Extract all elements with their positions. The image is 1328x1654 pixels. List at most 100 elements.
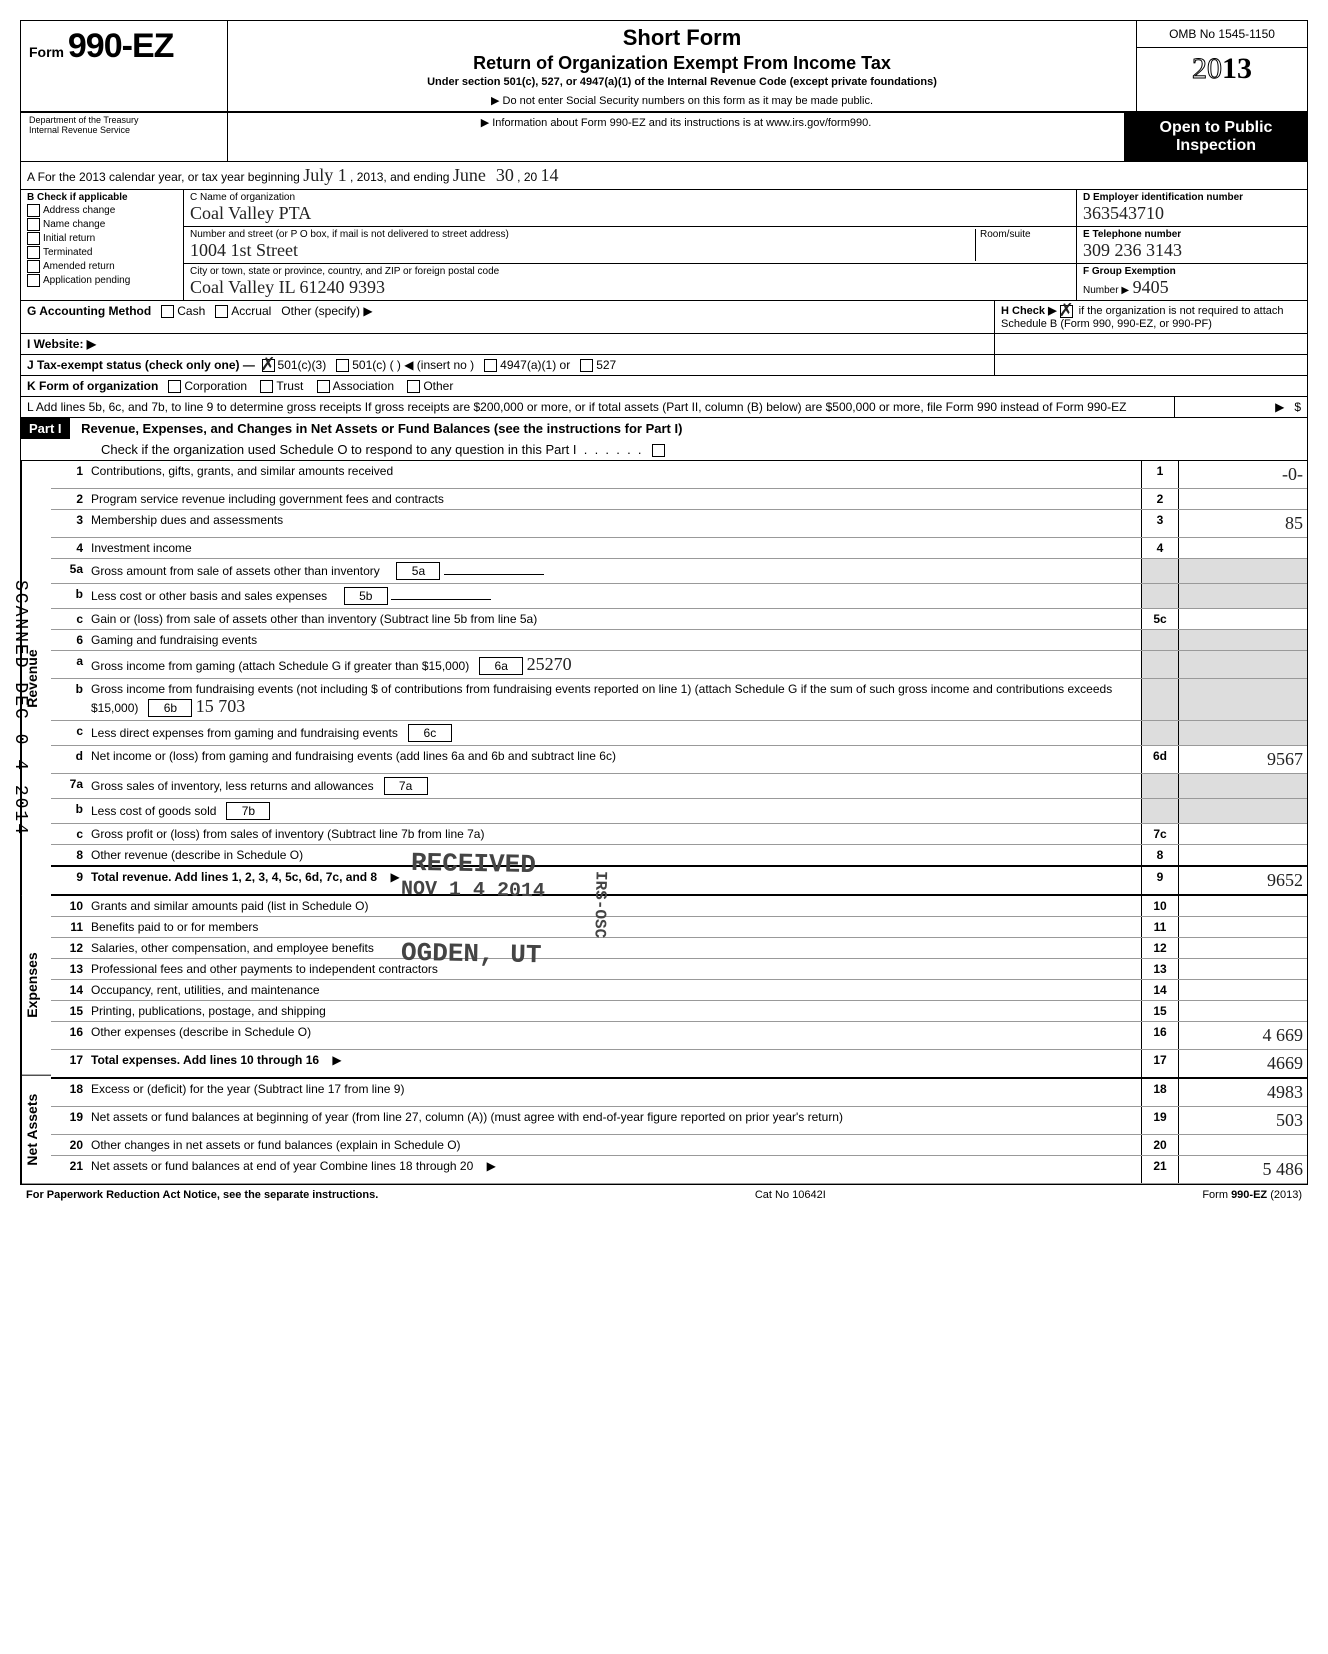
chk-assoc[interactable] xyxy=(317,380,330,393)
chk-initial[interactable] xyxy=(27,232,40,245)
line-21: 21Net assets or fund balances at end of … xyxy=(51,1156,1307,1184)
chk-name[interactable] xyxy=(27,218,40,231)
org-name: Coal Valley PTA xyxy=(190,203,1070,224)
lbl-other-org: Other xyxy=(423,379,453,393)
chk-accrual[interactable] xyxy=(215,305,228,318)
lbl-527: 527 xyxy=(596,358,616,372)
line-6d: dNet income or (loss) from gaming and fu… xyxy=(51,746,1307,774)
lbl-amended: Amended return xyxy=(43,261,115,272)
line-6a: aGross income from gaming (attach Schedu… xyxy=(51,651,1307,679)
line-16: 16Other expenses (describe in Schedule O… xyxy=(51,1022,1307,1050)
line-14: 14Occupancy, rent, utilities, and mainte… xyxy=(51,980,1307,1001)
lbl-address: Address change xyxy=(43,205,115,216)
line-10: 10Grants and similar amounts paid (list … xyxy=(51,895,1307,917)
header: Form 990-EZ Short Form Return of Organiz… xyxy=(21,21,1307,113)
form-prefix: Form xyxy=(29,44,64,60)
chk-501c[interactable] xyxy=(336,359,349,372)
group-value: 9405 xyxy=(1133,277,1169,297)
open-public: Open to Public Inspection xyxy=(1125,113,1307,161)
line-l: L Add lines 5b, 6c, and 7b, to line 9 to… xyxy=(21,397,1307,418)
chk-corp[interactable] xyxy=(168,380,181,393)
line-k: K Form of organization Corporation Trust… xyxy=(21,376,1307,397)
part-i-header: Part I Revenue, Expenses, and Changes in… xyxy=(21,418,1307,461)
chk-cash[interactable] xyxy=(161,305,174,318)
chk-schedule-o[interactable] xyxy=(652,444,665,457)
footer-mid: Cat No 10642I xyxy=(755,1189,826,1201)
line-j: J Tax-exempt status (check only one) — ✗… xyxy=(21,355,1307,376)
lbl-501c3: 501(c)(3) xyxy=(278,358,327,372)
part-i-badge: Part I xyxy=(21,418,70,439)
form-page: Form 990-EZ Short Form Return of Organiz… xyxy=(20,20,1308,1185)
ein-value: 363543710 xyxy=(1083,203,1301,224)
line-20: 20Other changes in net assets or fund ba… xyxy=(51,1135,1307,1156)
tel-value: 309 236 3143 xyxy=(1083,240,1301,261)
year-outline: 20 xyxy=(1192,52,1222,85)
under-section: Under section 501(c), 527, or 4947(a)(1)… xyxy=(236,76,1128,88)
line-5b: bLess cost or other basis and sales expe… xyxy=(51,584,1307,609)
form-number: 990-EZ xyxy=(68,27,174,65)
chk-terminated[interactable] xyxy=(27,246,40,259)
bcdef-block: B Check if applicable Address change Nam… xyxy=(21,190,1307,301)
line-5c: cGain or (loss) from sale of assets othe… xyxy=(51,609,1307,630)
open-public-2: Inspection xyxy=(1131,137,1301,155)
street-value: 1004 1st Street xyxy=(190,240,975,261)
dept-treasury: Department of the Treasury Internal Reve… xyxy=(21,113,228,161)
line-gh: G Accounting Method Cash Accrual Other (… xyxy=(21,301,1307,334)
line-6: 6Gaming and fundraising events xyxy=(51,630,1307,651)
line-7a: 7aGross sales of inventory, less returns… xyxy=(51,774,1307,799)
line-a-mid: , 2013, and ending xyxy=(350,170,449,184)
lbl-accrual: Accrual xyxy=(231,304,271,318)
line-a-end-month: June xyxy=(453,165,486,185)
netassets-label: Net Assets xyxy=(21,1076,51,1185)
footer-left: For Paperwork Reduction Act Notice, see … xyxy=(26,1189,378,1201)
lbl-trust: Trust xyxy=(276,379,303,393)
line-1: 1Contributions, gifts, grants, and simil… xyxy=(51,461,1307,489)
chk-address[interactable] xyxy=(27,204,40,217)
line-4: 4Investment income4 xyxy=(51,538,1307,559)
footer: For Paperwork Reduction Act Notice, see … xyxy=(20,1185,1308,1205)
line-l-text: L Add lines 5b, 6c, and 7b, to line 9 to… xyxy=(21,397,1174,417)
line-13: 13Professional fees and other payments t… xyxy=(51,959,1307,980)
part-i-title: Revenue, Expenses, and Changes in Net As… xyxy=(73,421,682,436)
line-12: 12Salaries, other compensation, and empl… xyxy=(51,938,1307,959)
city-value: Coal Valley IL 61240 9393 xyxy=(190,277,1070,298)
line-6b: bGross income from fundraising events (n… xyxy=(51,679,1307,721)
info-note: ▶ Information about Form 990-EZ and its … xyxy=(228,113,1125,161)
year-solid: 13 xyxy=(1222,52,1252,85)
chk-amended[interactable] xyxy=(27,260,40,273)
note-ssn: ▶ Do not enter Social Security numbers o… xyxy=(236,94,1128,107)
chk-501c3[interactable]: ✗ xyxy=(262,359,275,372)
line-g-label: G Accounting Method xyxy=(27,304,151,318)
lbl-corp: Corporation xyxy=(184,379,247,393)
line-3: 3Membership dues and assessments385 xyxy=(51,510,1307,538)
chk-pending[interactable] xyxy=(27,274,40,287)
line-2: 2Program service revenue including gover… xyxy=(51,489,1307,510)
section-b: B Check if applicable Address change Nam… xyxy=(21,190,184,300)
chk-4947[interactable] xyxy=(484,359,497,372)
line-11: 11Benefits paid to or for members11 xyxy=(51,917,1307,938)
line-8: 8Other revenue (describe in Schedule O)8 xyxy=(51,845,1307,867)
lbl-name: Name change xyxy=(43,219,105,230)
chk-trust[interactable] xyxy=(260,380,273,393)
line-a-end-day: 30 xyxy=(496,165,514,185)
lbl-other: Other (specify) ▶ xyxy=(281,304,372,318)
part-i-check-text: Check if the organization used Schedule … xyxy=(101,442,577,457)
footer-right: Form 990-EZ (2013) xyxy=(1202,1189,1302,1201)
chk-527[interactable] xyxy=(580,359,593,372)
lbl-terminated: Terminated xyxy=(43,247,92,258)
line-a-label: A For the 2013 calendar year, or tax yea… xyxy=(27,170,300,184)
line-19: 19Net assets or fund balances at beginni… xyxy=(51,1107,1307,1135)
revenue-label: Revenue xyxy=(21,461,51,896)
lbl-assoc: Association xyxy=(333,379,394,393)
chk-other-org[interactable] xyxy=(407,380,420,393)
line-a-begin: July 1 xyxy=(303,165,347,185)
line-6c: cLess direct expenses from gaming and fu… xyxy=(51,721,1307,746)
room-label: Room/suite xyxy=(975,229,1070,261)
omb-number: OMB No 1545-1150 xyxy=(1137,21,1307,48)
lbl-initial: Initial return xyxy=(43,233,95,244)
line-17: 17Total expenses. Add lines 10 through 1… xyxy=(51,1050,1307,1079)
chk-sched-b[interactable]: ✗ xyxy=(1060,305,1073,318)
chk-sched-b-mark: ✗ xyxy=(1059,300,1074,321)
chk-501c3-mark: ✗ xyxy=(261,354,276,375)
line-7b: bLess cost of goods sold 7b xyxy=(51,799,1307,824)
